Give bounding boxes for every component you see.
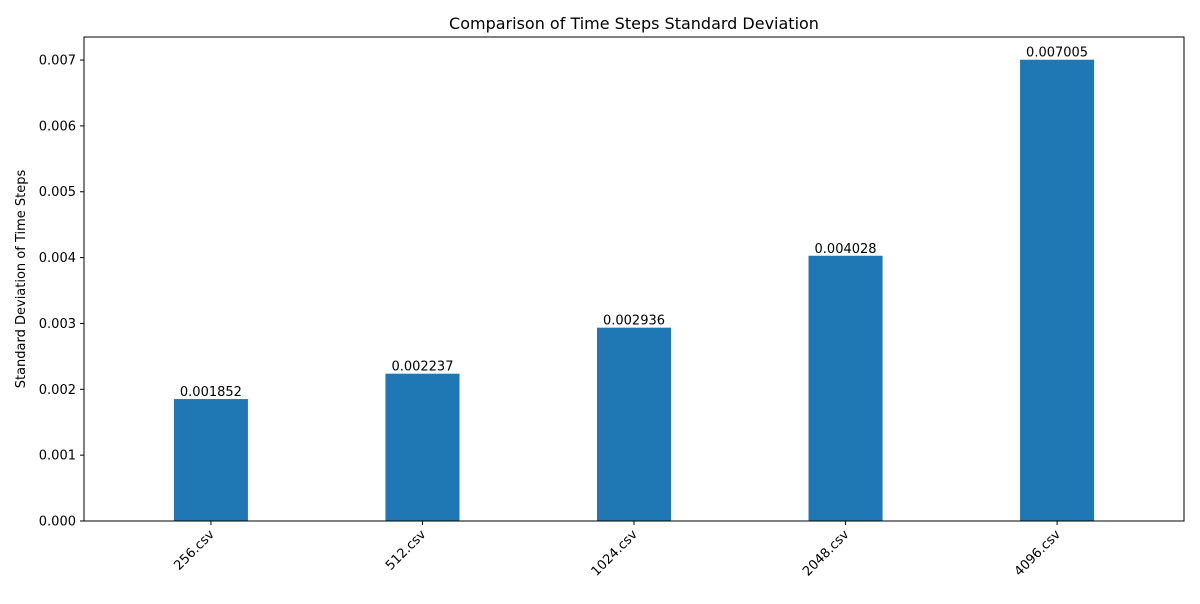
x-tick-label: 4096.csv bbox=[1012, 527, 1064, 579]
bar-value-label: 0.002936 bbox=[603, 314, 665, 329]
y-tick-label: 0.003 bbox=[39, 317, 76, 332]
y-tick-label: 0.007 bbox=[39, 54, 76, 69]
y-tick-label: 0.004 bbox=[39, 251, 76, 266]
bar-value-label: 0.004028 bbox=[815, 242, 877, 257]
bars-group bbox=[173, 59, 1095, 522]
y-tick-label: 0.006 bbox=[39, 119, 76, 134]
plot-frame bbox=[83, 36, 1185, 522]
x-tick-label: 1024.csv bbox=[589, 527, 641, 579]
bar-4096-csv bbox=[1020, 59, 1095, 521]
x-tick-label: 256.csv bbox=[171, 527, 218, 574]
bar-512-csv bbox=[385, 373, 460, 521]
value-labels-group: 0.001852 0.002237 0.002936 0.004028 0.007005 bbox=[180, 46, 1088, 400]
bar-2048-csv bbox=[808, 255, 883, 522]
y-tick-label: 0.000 bbox=[39, 515, 76, 530]
bar-1024-csv bbox=[596, 327, 672, 521]
y-axis-ticks: 0.000 0.001 0.002 0.003 0.004 0.005 0.006 0.007 bbox=[39, 54, 84, 530]
x-tick-label: 2048.csv bbox=[800, 527, 852, 579]
y-axis-label: Standard Deviation of Time Steps bbox=[14, 169, 29, 388]
bar-value-label: 0.001852 bbox=[180, 385, 242, 400]
y-tick-label: 0.002 bbox=[39, 383, 76, 398]
bar-256-csv bbox=[173, 399, 248, 521]
bar-value-label: 0.002237 bbox=[391, 360, 453, 375]
y-tick-label: 0.005 bbox=[39, 185, 76, 200]
y-tick-label: 0.001 bbox=[39, 449, 76, 464]
bar-value-label: 0.007005 bbox=[1026, 46, 1088, 61]
x-tick-label: 512.csv bbox=[383, 527, 430, 574]
chart-title: Comparison of Time Steps Standard Deviat… bbox=[449, 14, 819, 33]
x-axis-ticks: 256.csv 512.csv 1024.csv 2048.csv 4096.csv bbox=[171, 521, 1064, 579]
